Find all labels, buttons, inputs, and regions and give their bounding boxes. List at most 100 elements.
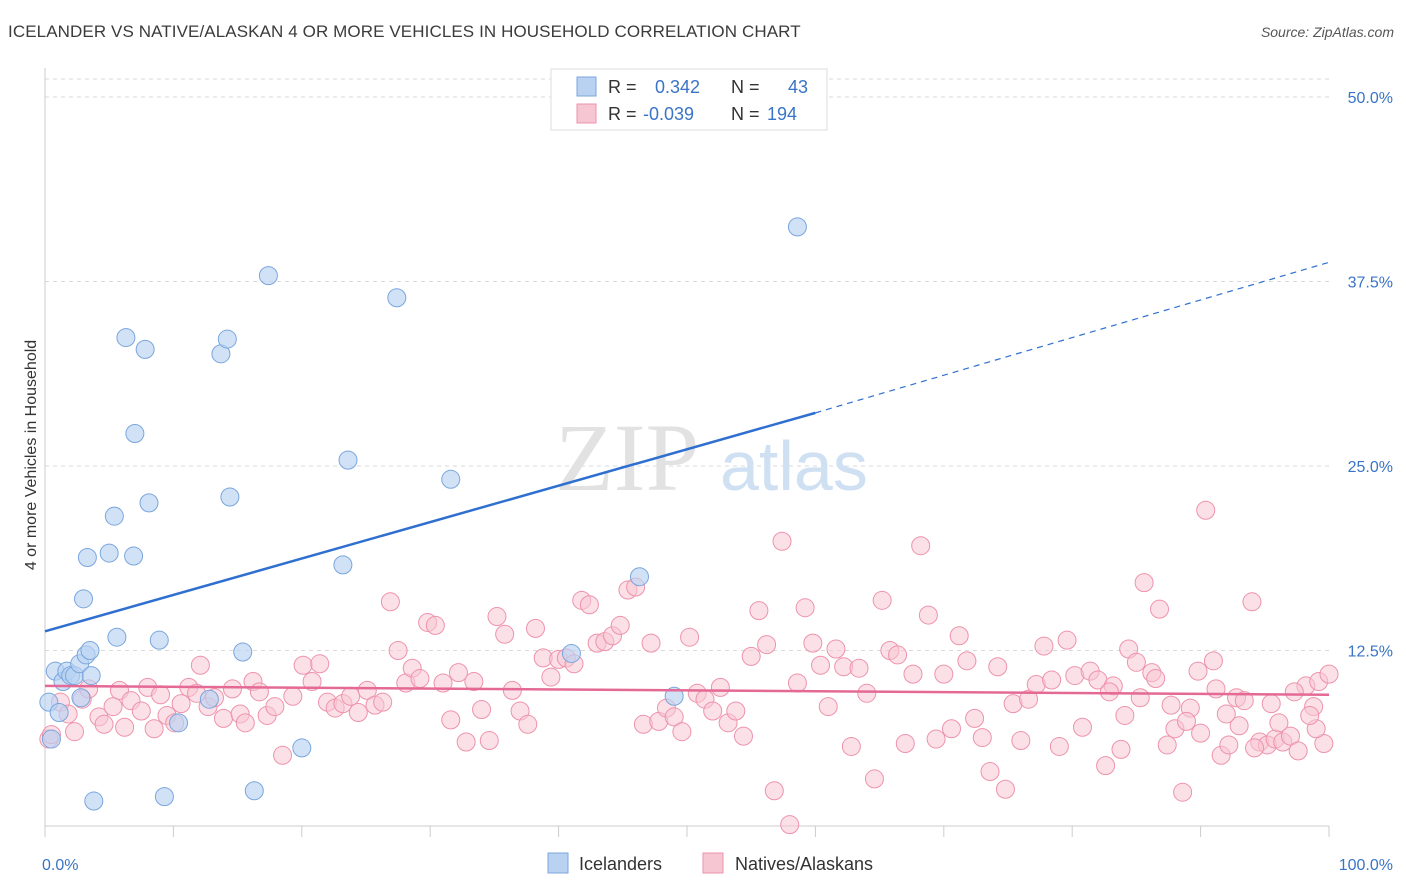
legend-swatch-icelanders: [576, 76, 597, 97]
natives-point-107: [849, 658, 869, 678]
natives-point-108: [857, 683, 877, 703]
icelanders-point-1: [41, 729, 61, 749]
natives-point-112: [888, 645, 908, 665]
icelanders-point-17: [104, 506, 124, 526]
icelanders-point-41: [664, 686, 684, 706]
natives-point-125: [988, 657, 1008, 677]
natives-point-121: [957, 651, 977, 671]
natives-point-88: [703, 701, 723, 721]
natives-point-181: [1161, 695, 1181, 715]
natives-point-72: [579, 595, 599, 615]
icelanders-point-3: [49, 702, 69, 722]
legend-n-value-1: 43: [788, 77, 808, 97]
watermark-zip: ZIP: [555, 404, 699, 511]
icelanders-point-10: [74, 589, 94, 609]
icelanders-point-16: [99, 543, 119, 563]
icelanders-point-31: [233, 642, 253, 662]
natives-point-84: [672, 722, 692, 742]
natives-point-144: [1134, 573, 1154, 593]
natives-point-139: [1096, 756, 1116, 776]
icelanders-point-38: [441, 469, 461, 489]
source-label: Source: ZipAtlas.com: [1260, 24, 1394, 40]
icelanders-point-26: [169, 713, 189, 733]
natives-point-147: [1157, 735, 1177, 755]
natives-point-116: [918, 605, 938, 625]
natives-point-149: [1173, 782, 1193, 802]
icelanders-point-15: [84, 791, 104, 811]
top-legend: R = 0.342 N = 43 R = -0.039 N = 194: [550, 68, 828, 131]
natives-point-103: [818, 697, 838, 717]
natives-point-183: [1130, 688, 1150, 708]
natives-point-185: [1099, 682, 1119, 702]
natives-point-46: [380, 592, 400, 612]
icelanders-trend-extension: [815, 261, 1330, 414]
natives-point-93: [741, 646, 761, 666]
natives-point-123: [972, 728, 992, 748]
bottom-legend-natives: Natives/Alaskans: [735, 854, 873, 874]
y-tick-label-0: 12.5%: [1348, 644, 1393, 661]
icelanders-point-21: [125, 424, 145, 444]
legend-n-label-1: N =: [731, 77, 760, 97]
natives-point-110: [872, 590, 892, 610]
natives-point-168: [1314, 733, 1334, 753]
watermark-atlas: atlas: [720, 427, 868, 505]
icelanders-point-34: [292, 738, 312, 758]
natives-point-41: [341, 686, 361, 706]
natives-point-134: [1057, 630, 1077, 650]
natives-point-59: [479, 731, 499, 751]
natives-point-32: [265, 697, 285, 717]
natives-point-177: [1216, 704, 1236, 724]
natives-point-152: [1196, 500, 1216, 520]
icelanders-point-35: [333, 555, 353, 575]
natives-point-171: [1300, 705, 1320, 725]
natives-point-120: [949, 626, 969, 646]
natives-trend-line: [44, 684, 1330, 697]
natives-point-33: [273, 745, 293, 765]
natives-point-98: [780, 815, 800, 835]
natives-point-151: [1188, 661, 1208, 681]
bottom-swatch-icelanders: [547, 852, 569, 874]
icelanders-point-29: [217, 329, 237, 349]
bottom-legend-icelanders: Icelanders: [579, 854, 662, 874]
natives-point-119: [942, 719, 962, 739]
natives-point-141: [1111, 739, 1131, 759]
natives-point-128: [1011, 731, 1031, 751]
watermark: ZIP atlas: [555, 404, 868, 511]
natives-point-45: [373, 692, 393, 712]
natives-point-61: [495, 624, 515, 644]
bottom-swatch-natives: [702, 852, 724, 874]
natives-point-85: [680, 627, 700, 647]
natives-point-67: [541, 667, 561, 687]
legend-n-label-2: N =: [731, 104, 760, 124]
y-axis-label: 4 or more Vehicles in Household: [23, 340, 40, 570]
natives-point-4: [65, 722, 85, 742]
natives-point-83: [664, 707, 684, 727]
icelanders-point-42: [787, 217, 807, 237]
icelanders-point-12: [80, 641, 100, 660]
legend-box: [550, 68, 828, 131]
natives-point-22: [190, 655, 210, 675]
icelanders-point-20: [124, 546, 144, 566]
natives-point-11: [115, 717, 135, 737]
natives-point-91: [726, 701, 746, 721]
legend-r-label-1: R =: [608, 77, 637, 97]
natives-point-158: [1242, 592, 1262, 612]
natives-point-113: [895, 733, 915, 753]
natives-point-132: [1042, 670, 1062, 690]
icelanders-point-37: [387, 288, 407, 308]
natives-point-124: [980, 762, 1000, 782]
bottom-legend: Icelanders Natives/Alaskans: [547, 852, 873, 874]
natives-point-136: [1072, 717, 1092, 737]
icelanders-point-18: [107, 627, 127, 647]
legend-swatch-natives: [576, 103, 597, 124]
natives-point-99: [787, 673, 807, 693]
natives-point-55: [448, 663, 468, 683]
legend-r-value-2: -0.039: [643, 104, 694, 124]
natives-point-97: [772, 531, 792, 551]
natives-point-96: [764, 781, 784, 801]
natives-point-172: [1284, 682, 1304, 702]
natives-point-47: [388, 641, 408, 660]
icelanders-point-39: [561, 643, 581, 663]
natives-point-28: [235, 713, 255, 733]
natives-point-13: [131, 701, 151, 721]
